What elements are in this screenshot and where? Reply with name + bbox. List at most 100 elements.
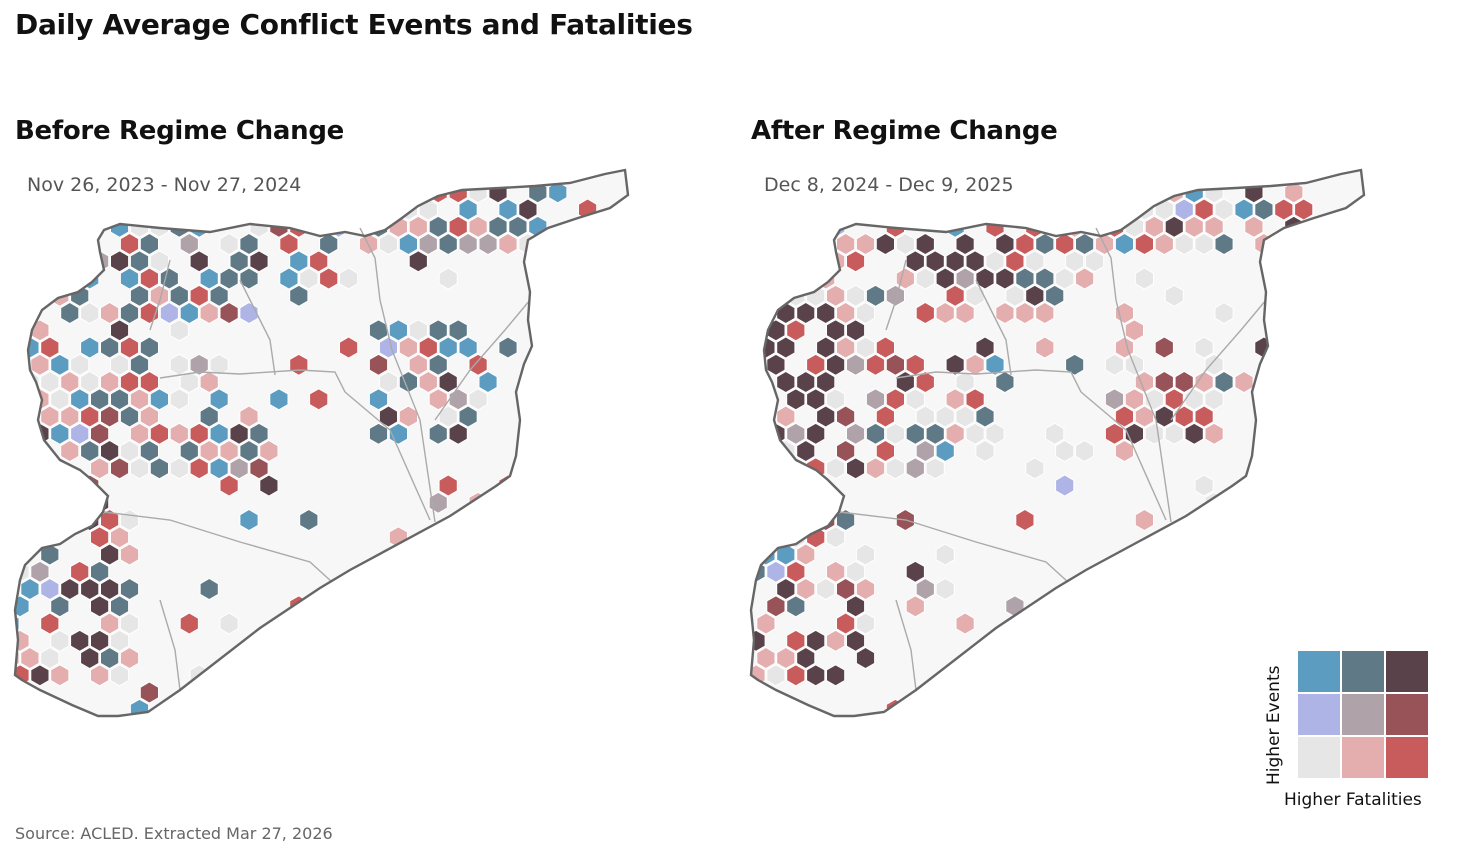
hex-cell bbox=[508, 629, 528, 652]
hex-cell bbox=[1035, 336, 1055, 359]
hex-cell bbox=[309, 181, 329, 204]
hex-cell bbox=[1244, 215, 1264, 238]
hex-cell bbox=[100, 370, 120, 394]
hex-cell bbox=[875, 232, 895, 256]
hex-cell bbox=[1114, 198, 1134, 221]
hex-cell bbox=[448, 319, 468, 342]
hex-cell bbox=[15, 439, 20, 463]
hex-cell bbox=[1294, 577, 1314, 601]
hex-cell bbox=[378, 405, 398, 428]
hex-cell bbox=[129, 457, 150, 480]
hex-cell bbox=[40, 232, 60, 256]
hex-cell bbox=[149, 181, 169, 204]
hex-cell bbox=[905, 560, 925, 583]
hex-cell bbox=[875, 439, 895, 463]
hex-cell bbox=[1214, 715, 1234, 716]
hex-cell bbox=[1144, 215, 1164, 238]
hex-cell bbox=[1214, 301, 1234, 325]
hex-cell bbox=[826, 181, 846, 204]
hex-cell bbox=[358, 198, 379, 221]
hex-cell bbox=[806, 250, 826, 273]
hex-cell bbox=[627, 353, 628, 376]
hex-cell bbox=[875, 336, 895, 359]
map-after bbox=[749, 168, 1366, 718]
hex-cell bbox=[60, 439, 80, 463]
hex-cell bbox=[885, 353, 905, 376]
hex-cell bbox=[846, 319, 866, 342]
hex-cell bbox=[349, 181, 369, 204]
hex-cell bbox=[80, 439, 100, 463]
hex-cell bbox=[1035, 267, 1055, 290]
hex-cell bbox=[199, 405, 219, 428]
hex-cell bbox=[209, 388, 229, 411]
hex-cell bbox=[259, 198, 279, 221]
admin-border bbox=[159, 599, 181, 691]
hex-cell bbox=[428, 215, 448, 238]
hex-cell bbox=[905, 353, 925, 376]
hex-cell bbox=[935, 267, 955, 290]
hex-cell bbox=[368, 319, 389, 342]
hex-cell bbox=[70, 181, 90, 204]
hex-cell bbox=[30, 664, 50, 687]
hex-cell bbox=[368, 388, 389, 411]
hex-cell bbox=[638, 544, 640, 565]
hex-cell bbox=[766, 284, 786, 307]
map-before bbox=[13, 168, 640, 718]
hex-cell bbox=[239, 267, 259, 290]
hex-cell bbox=[826, 284, 846, 307]
hex-cell bbox=[985, 422, 1005, 445]
hex-cell bbox=[478, 232, 498, 256]
hex-cell bbox=[239, 508, 259, 532]
hex-cell bbox=[239, 198, 259, 221]
hex-cell bbox=[1304, 388, 1324, 411]
hex-cell bbox=[50, 422, 70, 445]
hex-cell bbox=[975, 267, 995, 290]
hex-cell bbox=[935, 439, 955, 463]
hex-cell bbox=[239, 301, 259, 325]
hex-cell bbox=[1194, 170, 1214, 187]
hex-cell bbox=[100, 543, 120, 566]
hex-cell bbox=[1035, 232, 1055, 256]
hex-cell bbox=[816, 577, 836, 601]
hex-cell bbox=[418, 681, 438, 704]
hex-cell bbox=[209, 353, 229, 376]
hex-cell bbox=[60, 301, 80, 325]
hex-cell bbox=[1065, 250, 1085, 273]
hex-cell bbox=[826, 388, 846, 411]
hex-cell bbox=[50, 250, 70, 273]
hex-cell bbox=[15, 388, 30, 411]
hex-cell bbox=[50, 353, 70, 376]
hex-cell bbox=[1284, 560, 1304, 583]
hex-cell bbox=[1204, 422, 1224, 445]
hex-cell bbox=[1194, 336, 1214, 359]
hex-cell bbox=[786, 181, 806, 204]
hex-cell bbox=[638, 510, 640, 531]
hex-cell bbox=[70, 353, 90, 376]
hex-cell bbox=[756, 405, 776, 428]
hex-cell bbox=[776, 508, 796, 532]
hex-cell bbox=[30, 284, 50, 307]
legend-cell-0-1 bbox=[1342, 651, 1384, 692]
hex-cell bbox=[169, 319, 189, 342]
hex-cell bbox=[428, 491, 448, 514]
hex-cell bbox=[259, 474, 279, 497]
admin-border bbox=[103, 511, 333, 583]
hex-cell bbox=[865, 422, 886, 445]
hex-cell bbox=[1055, 646, 1075, 670]
hex-cell bbox=[239, 405, 259, 428]
hex-cell bbox=[846, 629, 866, 652]
hex-cell bbox=[915, 198, 935, 221]
hex-cell bbox=[1224, 491, 1244, 514]
hex-cell bbox=[1065, 353, 1085, 376]
hex-cell bbox=[865, 388, 886, 411]
hex-cell bbox=[169, 215, 189, 238]
hex-cell bbox=[895, 370, 915, 394]
hex-cell bbox=[1144, 422, 1164, 445]
hex-cell bbox=[418, 370, 438, 394]
hex-cell bbox=[488, 526, 508, 549]
legend-cell-2-1 bbox=[1342, 737, 1384, 778]
hex-cell bbox=[766, 457, 786, 480]
hex-cell bbox=[80, 232, 100, 256]
admin-border bbox=[344, 391, 431, 521]
admin-border bbox=[1170, 299, 1267, 421]
